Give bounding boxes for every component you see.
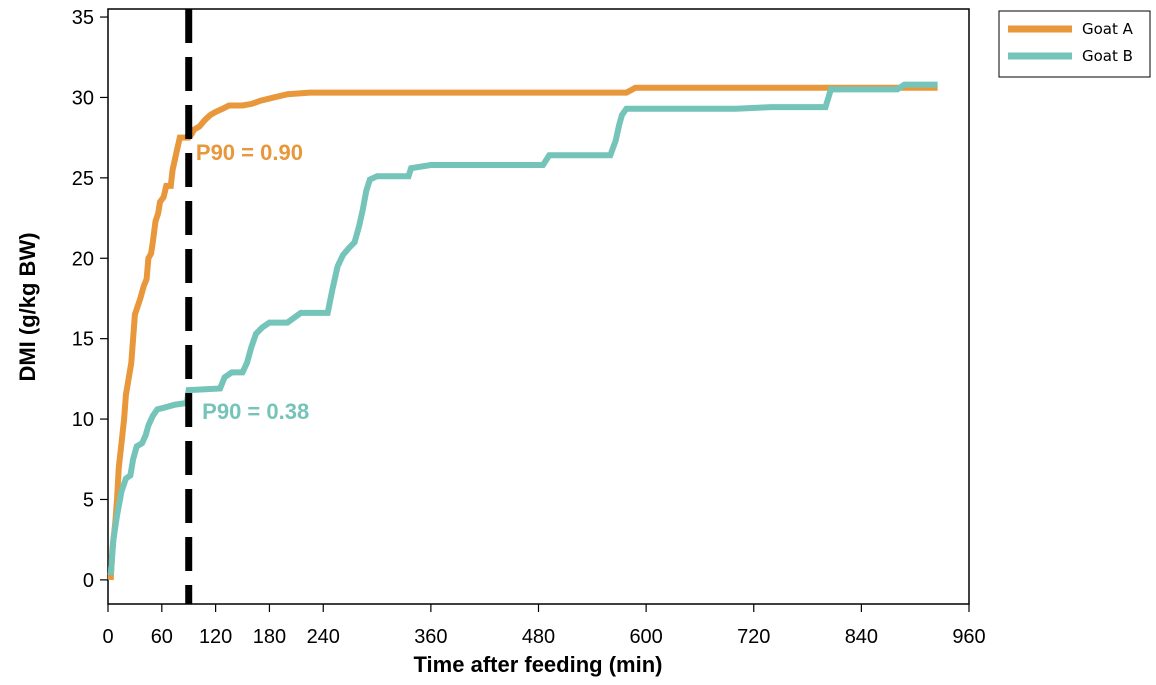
series-line-goat-a xyxy=(107,84,938,581)
annotation-layer: P90 = 0.90 P90 = 0.38 xyxy=(196,140,309,424)
y-tick-label: 5 xyxy=(83,489,94,511)
x-tick-label: 840 xyxy=(845,626,878,648)
series-layer xyxy=(107,81,938,581)
plot-area: P90 = 0.90 P90 = 0.38 xyxy=(107,8,970,605)
series-line-goat-b xyxy=(107,81,938,576)
legend-label: Goat A xyxy=(1082,20,1134,38)
x-tick-label: 180 xyxy=(253,626,286,648)
x-tick-label: 120 xyxy=(199,626,232,648)
y-axis-title: DMI (g/kg BW) xyxy=(15,232,40,381)
y-tick-label: 20 xyxy=(72,248,94,270)
y-tick-label: 0 xyxy=(83,570,94,592)
legend-label: Goat B xyxy=(1082,47,1133,65)
x-axis-title: Time after feeding (min) xyxy=(414,652,663,677)
x-tick-label: 720 xyxy=(737,626,770,648)
p90-annotation: P90 = 0.38 xyxy=(202,399,309,424)
y-tick-label: 30 xyxy=(72,87,94,109)
p90-annotation: P90 = 0.90 xyxy=(196,140,303,165)
x-tick-label: 240 xyxy=(307,626,340,648)
x-axis: 0 60 120 180 240 360 480 600 720 840 960 xyxy=(102,604,986,648)
y-tick-label: 25 xyxy=(72,168,94,190)
plot-frame xyxy=(107,8,970,605)
y-tick-label: 10 xyxy=(72,409,94,431)
y-tick-label: 15 xyxy=(72,329,94,351)
y-axis: 0 5 10 15 20 25 30 35 xyxy=(72,7,108,592)
legend: Goat A Goat B xyxy=(998,10,1151,78)
y-tick-label: 35 xyxy=(72,7,94,29)
x-tick-label: 600 xyxy=(629,626,662,648)
x-tick-label: 360 xyxy=(414,626,447,648)
x-tick-label: 480 xyxy=(522,626,555,648)
x-tick-label: 60 xyxy=(151,626,173,648)
legend-box xyxy=(998,10,1151,78)
x-tick-label: 0 xyxy=(102,626,113,648)
x-tick-label: 960 xyxy=(952,626,985,648)
